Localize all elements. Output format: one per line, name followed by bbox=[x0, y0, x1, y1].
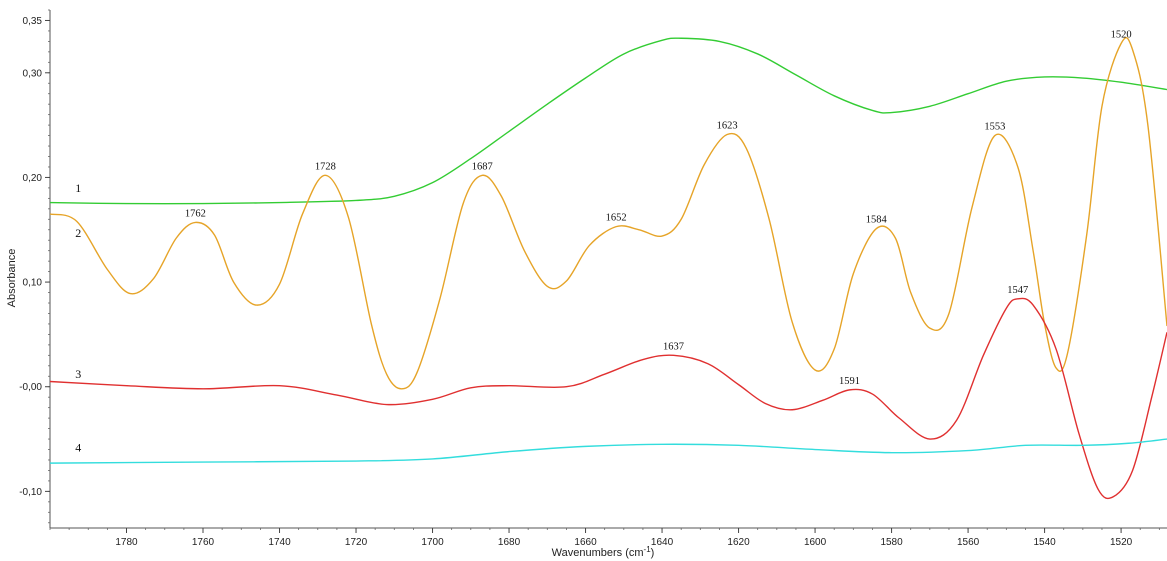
x-axis-title: Wavenumbers (cm-1) bbox=[552, 545, 655, 559]
peak-labels: 1762 1728 1687 1652 1623 1584 1553 1520 1637 1591… bbox=[185, 29, 1132, 386]
x-tick-label: 1640 bbox=[651, 537, 674, 548]
x-tick-label: 1740 bbox=[268, 537, 291, 548]
x-tick-label: 1780 bbox=[115, 537, 138, 548]
y-tick-label: 0,20 bbox=[23, 173, 43, 184]
x-tick-label: 1700 bbox=[421, 537, 444, 548]
x-tick-label: 1560 bbox=[957, 537, 980, 548]
y-tick-label: -0,10 bbox=[19, 487, 42, 498]
x-tick-label: 1540 bbox=[1033, 537, 1056, 548]
x-axis-title-close: ) bbox=[651, 547, 655, 559]
y-axis-title: Absorbance bbox=[6, 249, 18, 308]
x-tick-label: 1720 bbox=[345, 537, 368, 548]
x-axis-title-sup: -1 bbox=[644, 545, 652, 554]
x-tick-label: 1680 bbox=[498, 537, 521, 548]
minor-ticks bbox=[48, 9, 1160, 530]
peak-label: 1584 bbox=[866, 215, 888, 226]
series-line-3 bbox=[50, 297, 1167, 500]
peak-label: 1553 bbox=[984, 122, 1005, 133]
series-lines bbox=[50, 37, 1167, 500]
peak-label: 1687 bbox=[472, 161, 493, 172]
peak-label: 1637 bbox=[663, 341, 684, 352]
series-line-1 bbox=[50, 37, 1167, 205]
axes bbox=[49, 10, 1167, 529]
curve-number-1: 1 bbox=[75, 181, 81, 195]
curve-number-2: 2 bbox=[75, 226, 81, 240]
curve-number-4: 4 bbox=[75, 440, 81, 454]
x-tick-label: 1600 bbox=[804, 537, 827, 548]
x-ticks: 1780 1760 1740 1720 1700 1680 1660 1640 1620 1600… bbox=[115, 528, 1133, 548]
y-tick-label: -0,00 bbox=[19, 382, 42, 393]
peak-label: 1591 bbox=[839, 376, 860, 387]
peak-label: 1547 bbox=[1007, 285, 1028, 296]
peak-label: 1728 bbox=[315, 161, 336, 172]
x-tick-label: 1520 bbox=[1110, 537, 1133, 548]
peak-label: 1762 bbox=[185, 208, 206, 219]
x-tick-label: 1620 bbox=[727, 537, 750, 548]
y-tick-label: 0,35 bbox=[23, 16, 43, 27]
peak-label: 1623 bbox=[717, 121, 738, 132]
series-line-4 bbox=[50, 438, 1167, 464]
peak-label: 1652 bbox=[606, 213, 627, 224]
y-tick-label: 0,10 bbox=[23, 278, 43, 289]
x-tick-label: 1760 bbox=[192, 537, 215, 548]
x-tick-label: 1660 bbox=[574, 537, 597, 548]
peak-label: 1520 bbox=[1111, 29, 1132, 40]
y-ticks: 0,35 0,30 0,20 0,10 -0,00 -0,10 bbox=[19, 16, 50, 498]
y-tick-label: 0,30 bbox=[23, 68, 43, 79]
curve-number-3: 3 bbox=[75, 367, 81, 381]
x-tick-label: 1580 bbox=[880, 537, 903, 548]
x-axis-title-main: Wavenumbers (cm bbox=[552, 547, 644, 559]
curve-numbers: 1 2 3 4 bbox=[75, 181, 81, 455]
